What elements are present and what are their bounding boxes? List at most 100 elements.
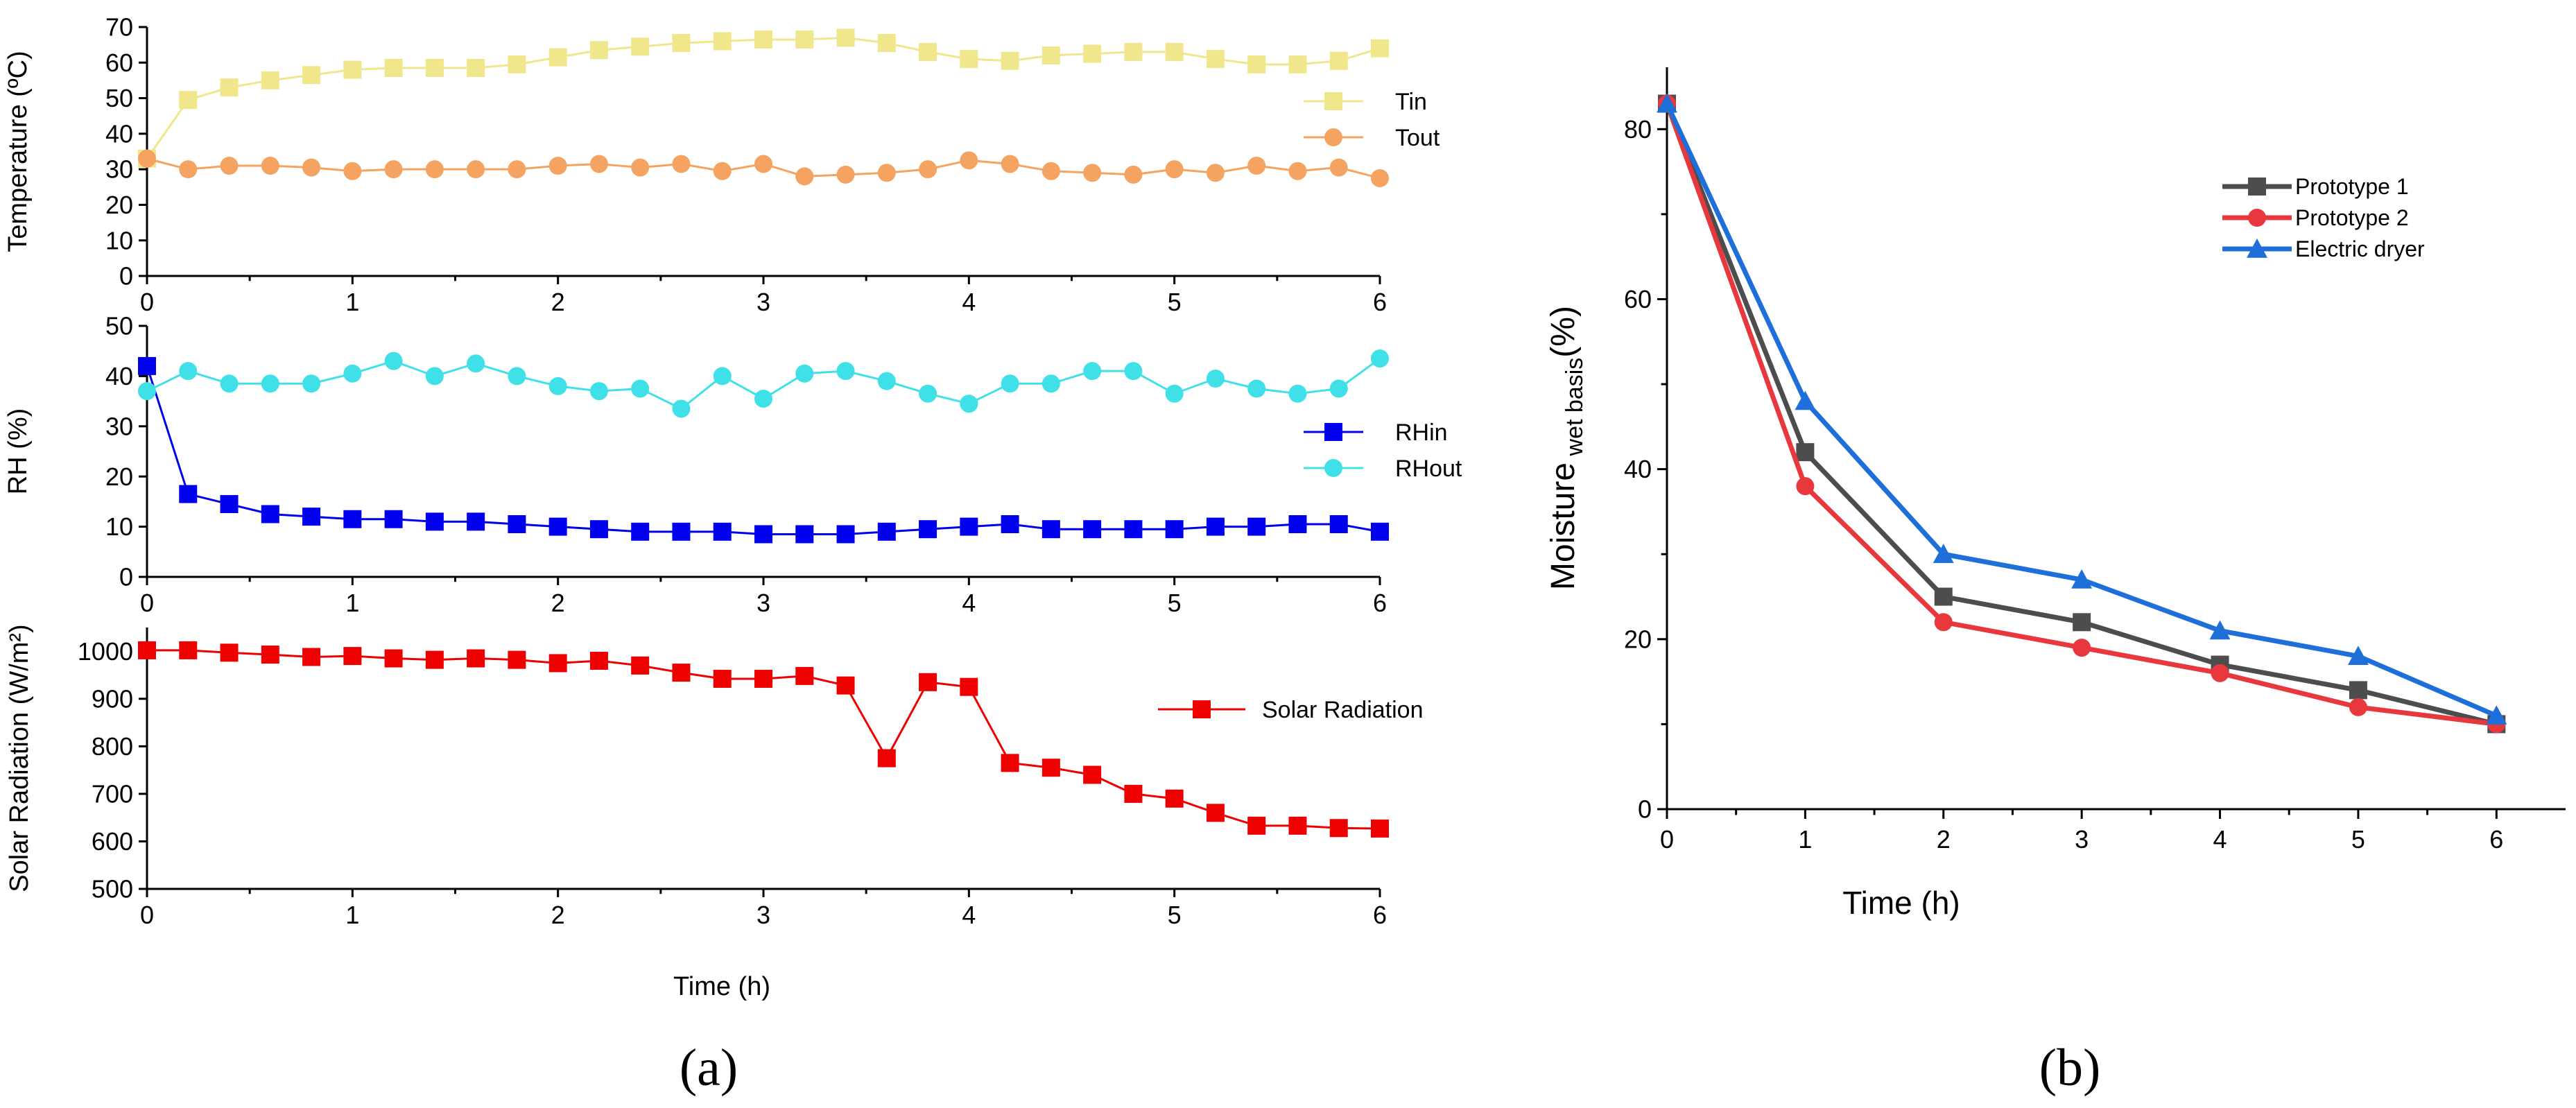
y-tick-label: 600 (92, 827, 133, 856)
data-point (1165, 42, 1184, 61)
data-point (877, 34, 896, 53)
y-tick-label: 40 (105, 119, 133, 148)
data-point (138, 356, 156, 375)
data-point (672, 522, 691, 541)
data-point (343, 510, 362, 528)
series-line (146, 36, 1381, 159)
data-point (713, 522, 732, 541)
data-point (302, 66, 321, 85)
data-point (261, 646, 279, 664)
data-point (877, 372, 896, 390)
x-tick-label: 2 (551, 901, 565, 929)
y-tick-label: 20 (105, 462, 133, 491)
data-point (2349, 681, 2367, 700)
legend-marker (1324, 423, 1342, 441)
y-tick-label: 20 (1624, 625, 1652, 653)
legend-label: Tin (1395, 89, 1427, 115)
x-tick-label: 6 (2489, 825, 2503, 854)
data-point (302, 374, 321, 393)
legend-marker (2248, 209, 2266, 227)
data-point (1165, 160, 1184, 179)
data-point (179, 485, 198, 503)
data-point (425, 58, 444, 77)
data-point (672, 155, 691, 173)
data-point (1371, 349, 1389, 368)
data-point (1165, 384, 1184, 403)
data-point (836, 165, 855, 184)
data-point (1247, 816, 1266, 835)
x-tick-label: 3 (2075, 825, 2089, 854)
data-point (548, 517, 567, 536)
y-axis-title: RH (%) (3, 408, 33, 495)
y-tick-label: 500 (92, 875, 133, 903)
series-rhout (138, 349, 1389, 418)
y-tick-label: 10 (105, 512, 133, 541)
legend-marker (1193, 700, 1211, 718)
data-point (1083, 44, 1102, 63)
data-point (343, 647, 362, 666)
data-point (589, 382, 608, 401)
data-point (508, 650, 526, 669)
data-point (1371, 819, 1389, 838)
data-point (1247, 157, 1266, 175)
data-point (1124, 784, 1143, 803)
data-point (343, 364, 362, 383)
data-point (220, 78, 239, 97)
data-point (836, 676, 855, 695)
data-point (1795, 390, 1816, 410)
y-tick-label: 900 (92, 684, 133, 713)
data-point (1206, 517, 1225, 536)
data-point (960, 50, 978, 69)
data-point (2347, 646, 2369, 666)
data-point (1933, 544, 1954, 563)
series-rhin (138, 356, 1389, 544)
data-point (919, 520, 937, 539)
data-point (508, 160, 526, 179)
legend-label: Solar Radiation (1262, 697, 1423, 723)
data-point (1001, 754, 1019, 772)
data-point (1329, 51, 1348, 70)
y-tick-label: 70 (105, 13, 133, 42)
data-point (836, 28, 855, 47)
data-point (261, 505, 279, 523)
data-point (1001, 155, 1019, 173)
data-point (631, 37, 650, 56)
data-point (1934, 613, 1953, 632)
data-point (1165, 789, 1184, 808)
data-point (795, 30, 814, 49)
data-point (589, 651, 608, 670)
data-point (754, 30, 772, 49)
data-point (2209, 620, 2231, 640)
series-solar-radiation (138, 641, 1389, 838)
y-axis-title: Solar Radiation (W/m²) (5, 624, 34, 892)
x-tick-label: 6 (1373, 901, 1387, 929)
data-point (2073, 613, 2091, 632)
x-tick-label: 2 (1937, 825, 1951, 854)
data-point (589, 155, 608, 173)
data-point (713, 670, 732, 689)
x-tick-label: 4 (962, 901, 976, 929)
x-tick-label: 1 (345, 589, 359, 617)
data-point (1288, 384, 1307, 403)
x-tick-label: 5 (2351, 825, 2365, 854)
data-point (713, 367, 732, 386)
x-tick-label: 5 (1168, 589, 1182, 617)
solar-radiation-chart: 0 1 2 3 4 5 6 500 600 700 800 900 1000 Solar Radiatio… (5, 624, 1423, 1001)
data-point (1124, 362, 1143, 381)
data-point (425, 367, 444, 386)
legend-label: RHin (1395, 419, 1448, 446)
x-tick-label: 2 (551, 589, 565, 617)
x-tick-label: 3 (757, 901, 770, 929)
data-point (179, 91, 198, 110)
data-point (795, 525, 814, 544)
data-point (1041, 520, 1060, 539)
data-point (795, 167, 814, 186)
data-point (1165, 520, 1184, 539)
x-tick-label: 5 (1168, 288, 1182, 316)
data-point (548, 157, 567, 175)
y-tick-label: 10 (105, 226, 133, 254)
data-point (261, 157, 279, 175)
series-electric-dryer (1657, 93, 2507, 725)
x-tick-label: 1 (345, 288, 359, 316)
